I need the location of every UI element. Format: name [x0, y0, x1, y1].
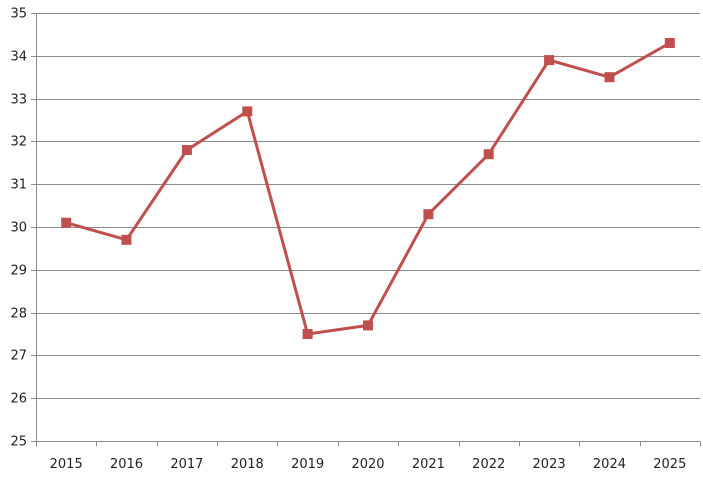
x-tick-label: 2016	[110, 457, 143, 472]
y-tick-label: 31	[10, 178, 27, 193]
x-tick-label: 2023	[533, 457, 566, 472]
y-tick-label: 25	[10, 435, 27, 450]
x-tick-label: 2019	[291, 457, 324, 472]
data-point-marker	[181, 145, 192, 155]
x-tick-label: 2015	[50, 457, 83, 472]
y-tick-labels: 25 26 27 28 29 30 31 32 33 34 35	[10, 7, 27, 450]
x-tick-label: 2017	[170, 457, 203, 472]
y-tick-label: 28	[10, 307, 27, 322]
y-tick-label: 30	[10, 221, 27, 236]
data-point-marker	[363, 320, 373, 331]
x-tick-label: 2022	[472, 457, 505, 472]
x-tick-label: 2018	[231, 457, 264, 472]
data-series	[61, 38, 675, 339]
x-tick-label: 2024	[593, 457, 626, 472]
data-point-marker	[242, 106, 253, 117]
x-tick-label: 2020	[351, 457, 384, 472]
y-tick-label: 35	[10, 7, 27, 22]
data-point-marker	[61, 217, 72, 228]
data-point-marker	[423, 209, 434, 220]
y-tick-label: 34	[10, 50, 27, 65]
data-point-marker	[604, 72, 615, 83]
y-tick-label: 29	[10, 264, 27, 279]
y-tick-label: 26	[10, 392, 27, 407]
y-tick-label: 33	[10, 93, 27, 108]
gridlines	[36, 13, 700, 399]
data-point-marker	[121, 234, 132, 245]
y-tick-label: 27	[10, 349, 27, 364]
y-tick-label: 32	[10, 135, 27, 150]
data-point-marker	[302, 329, 313, 339]
axes	[31, 13, 701, 447]
x-tick-labels: 2015 2016 2017 2018 2019 2020 2021 2022 2023 2024…	[50, 457, 687, 472]
data-point-marker	[544, 55, 555, 66]
data-point-marker	[664, 38, 675, 48]
data-point-marker	[483, 149, 494, 160]
x-tick-label: 2021	[412, 457, 445, 472]
series-line	[65, 41, 671, 336]
x-tick-label: 2025	[653, 457, 686, 472]
